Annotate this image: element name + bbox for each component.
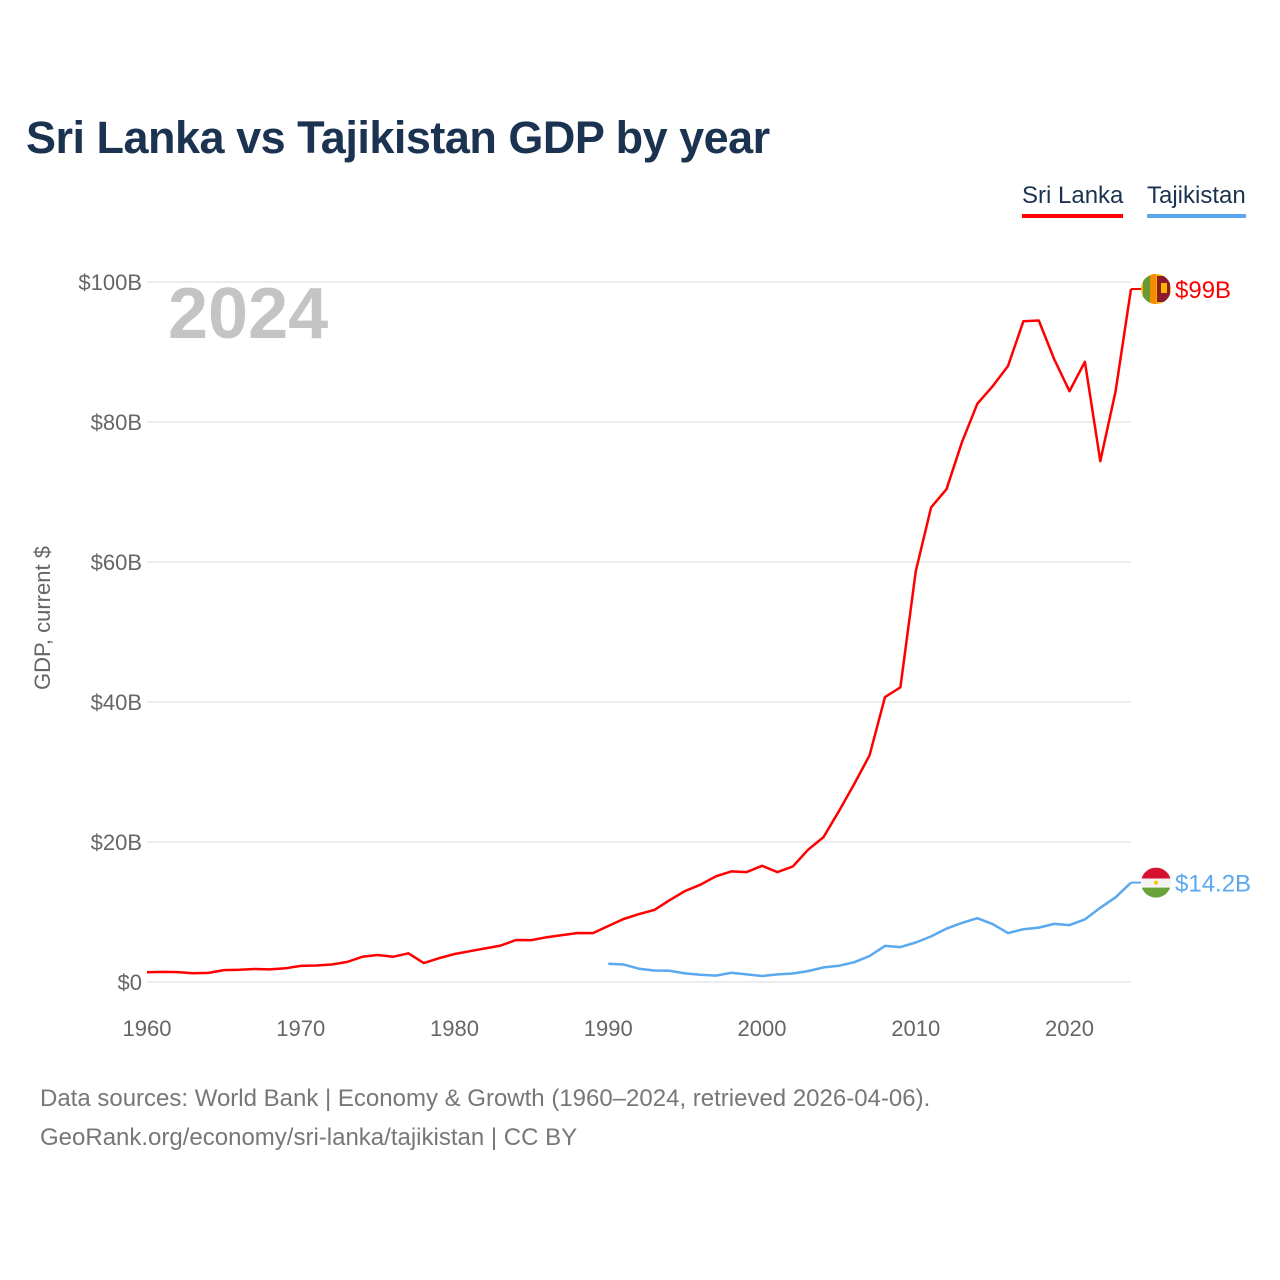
x-tick-label: 2000 [738, 1016, 787, 1041]
x-tick-label: 1960 [123, 1016, 172, 1041]
x-tick-label: 1970 [276, 1016, 325, 1041]
x-tick-label: 2010 [891, 1016, 940, 1041]
source-line-1: Data sources: World Bank | Economy & Gro… [40, 1085, 931, 1112]
y-tick-label: $40B [91, 690, 142, 715]
source-line-2[interactable]: GeoRank.org/economy/sri-lanka/tajikistan… [40, 1124, 578, 1151]
y-tick-label: $80B [91, 410, 142, 435]
x-tick-label: 1990 [584, 1016, 633, 1041]
end-value-label: $99B [1175, 277, 1231, 304]
y-axis-label: GDP, current $ [30, 546, 55, 690]
y-tick-label: $0 [118, 970, 142, 995]
end-value-label: $14.2B [1175, 871, 1251, 898]
x-tick-label: 1980 [430, 1016, 479, 1041]
y-tick-label: $20B [91, 830, 142, 855]
year-display: 2024 [168, 274, 328, 354]
legend-sri-lanka[interactable]: Sri Lanka [1022, 182, 1124, 218]
y-tick-label: $60B [91, 550, 142, 575]
tajikistan-flag-icon [1141, 867, 1171, 898]
x-tick-label: 2020 [1045, 1016, 1094, 1041]
legend-tajikistan[interactable]: Tajikistan [1147, 182, 1246, 218]
series-line-tajikistan[interactable] [608, 881, 1132, 978]
series-line-sri-lanka[interactable] [146, 288, 1133, 975]
chart-title: Sri Lanka vs Tajikistan GDP by year [26, 112, 770, 163]
sri-lanka-flag-icon [1141, 274, 1171, 304]
y-tick-label: $100B [78, 270, 142, 295]
